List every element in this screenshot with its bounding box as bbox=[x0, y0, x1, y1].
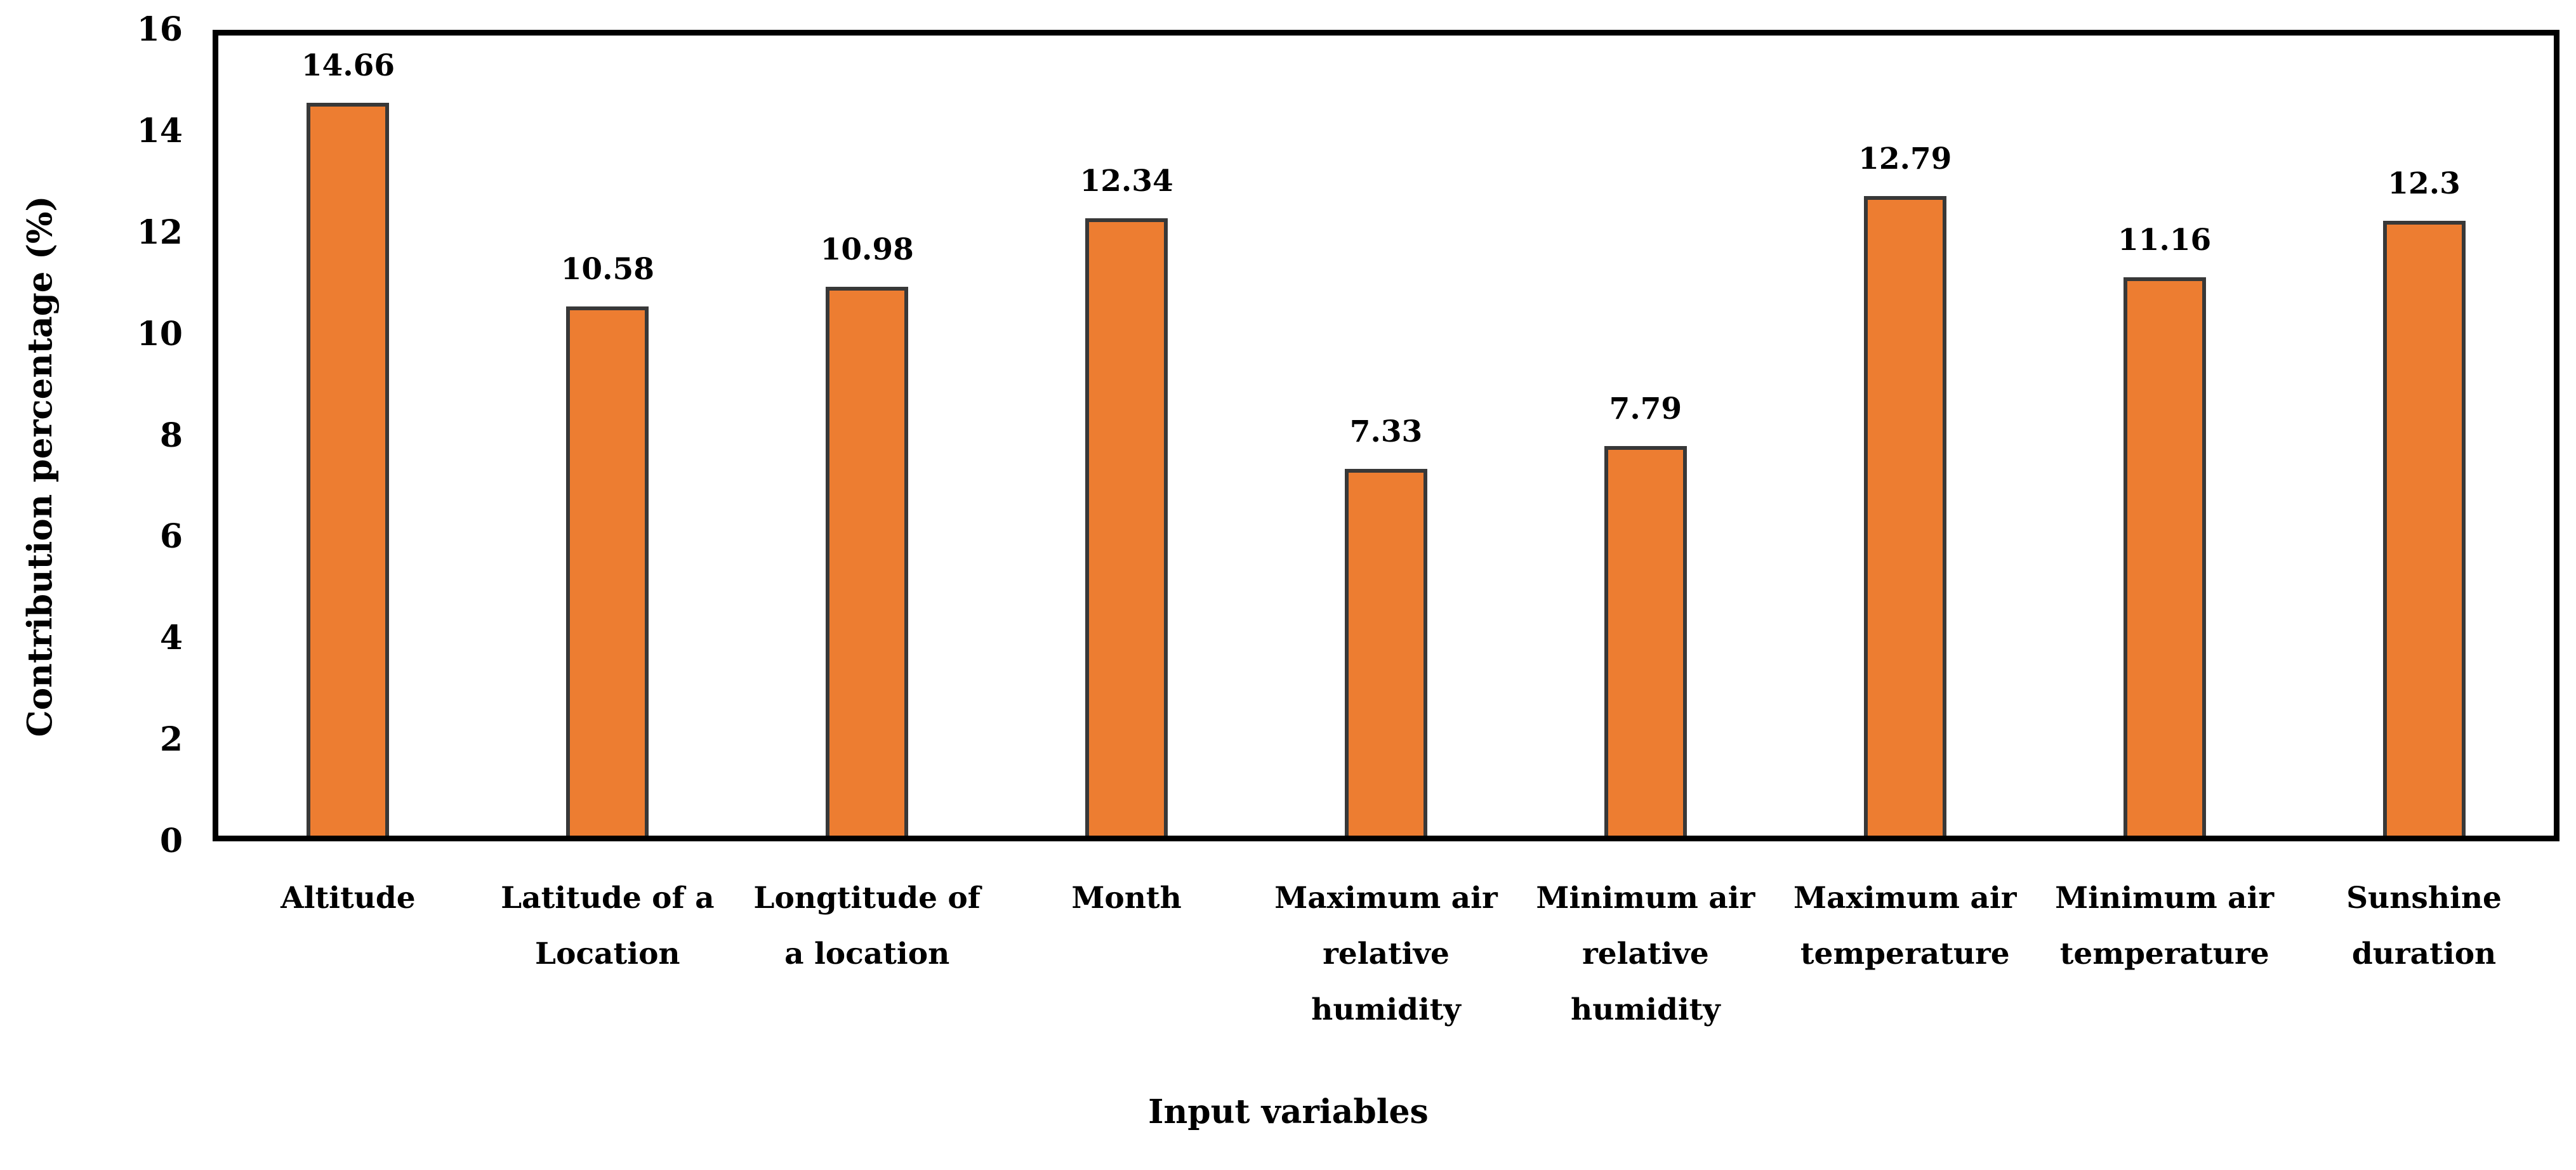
bar-value-label: 12.79 bbox=[1858, 141, 1952, 176]
y-tick-label: 4 bbox=[159, 619, 183, 658]
bar bbox=[1085, 218, 1168, 836]
bar-value-label: 10.58 bbox=[560, 252, 654, 287]
x-category-label: Minimum air temperature bbox=[2055, 881, 2275, 971]
y-tick-label: 10 bbox=[136, 314, 183, 353]
x-axis-title: Input variables bbox=[1148, 1093, 1429, 1131]
bar bbox=[1604, 446, 1687, 836]
bar-value-label: 12.34 bbox=[1080, 164, 1173, 199]
y-axis-title: Contribution percentage (%) bbox=[20, 195, 60, 737]
bar-value-label: 7.79 bbox=[1609, 391, 1682, 427]
bar bbox=[307, 102, 390, 836]
x-category-label: Maximum air relative humidity bbox=[1274, 881, 1498, 1027]
bar bbox=[1863, 196, 1946, 836]
y-tick-label: 0 bbox=[159, 822, 183, 860]
bars-layer: 14.66 10.58 10.98 12.34 7.33 7.79 12.79 11.16 12… bbox=[218, 36, 2554, 836]
x-category-label: Latitude of a Location bbox=[501, 881, 715, 971]
bar-value-label: 14.66 bbox=[301, 48, 395, 83]
y-tick-label: 8 bbox=[159, 416, 183, 455]
bar-value-label: 10.98 bbox=[820, 232, 914, 267]
y-tick-label: 6 bbox=[159, 517, 183, 556]
x-category-label: Month bbox=[1071, 881, 1182, 916]
bar bbox=[2123, 277, 2206, 836]
bar bbox=[826, 286, 909, 836]
plot-area: 14.66 10.58 10.98 12.34 7.33 7.79 12.79 11.16 12… bbox=[213, 30, 2559, 841]
x-category-label: Altitude bbox=[281, 881, 416, 916]
y-tick-label: 12 bbox=[136, 213, 183, 252]
x-category-label: Maximum air temperature bbox=[1793, 881, 2017, 971]
bar bbox=[2382, 220, 2466, 836]
bar-value-label: 7.33 bbox=[1349, 414, 1423, 450]
bar bbox=[1345, 469, 1427, 836]
bar bbox=[566, 306, 649, 836]
bar-value-label: 11.16 bbox=[2118, 223, 2212, 258]
y-tick-label: 14 bbox=[136, 111, 183, 150]
y-tick-label: 16 bbox=[136, 10, 183, 49]
x-category-label: Minimum air relative humidity bbox=[1536, 881, 1755, 1027]
bar-value-label: 12.3 bbox=[2388, 166, 2460, 201]
x-category-label: Longtitude of a location bbox=[753, 881, 981, 971]
x-category-label: Sunshine duration bbox=[2346, 881, 2502, 971]
y-tick-label: 2 bbox=[159, 720, 183, 759]
